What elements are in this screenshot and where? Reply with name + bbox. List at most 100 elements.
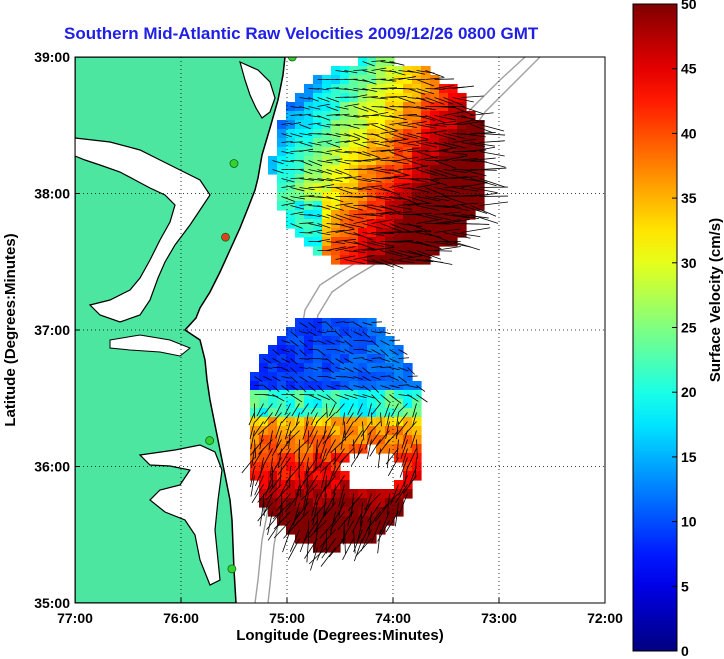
velocity-arrow: [452, 97, 474, 103]
velocity-arrow: [371, 78, 386, 80]
velocity-cell: [349, 507, 359, 517]
velocity-arrow: [274, 403, 282, 417]
velocity-cell: [295, 399, 305, 409]
velocity-arrow: [371, 133, 389, 141]
velocity-cell: [340, 507, 350, 517]
velocity-arrow: [344, 529, 346, 554]
velocity-cell: [331, 435, 341, 445]
velocity-arrow: [387, 457, 399, 477]
velocity-arrow: [380, 511, 390, 534]
velocity-cell: [331, 525, 341, 535]
velocity-arrow: [275, 493, 291, 512]
velocity-arrow: [407, 178, 429, 183]
velocity-arrow: [326, 124, 341, 126]
velocity-arrow: [344, 367, 354, 373]
velocity-arrow: [352, 511, 363, 533]
velocity-cell: [304, 498, 314, 508]
velocity-arrow: [362, 340, 373, 342]
velocity-arrow: [344, 103, 360, 107]
velocity-arrow: [356, 403, 363, 415]
velocity-arrow: [341, 520, 354, 542]
velocity-arrow: [299, 232, 313, 234]
velocity-arrow: [344, 160, 362, 162]
velocity-arrow: [324, 493, 336, 515]
velocity-arrow: [281, 196, 295, 202]
velocity-arrow: [326, 178, 343, 182]
velocity-arrow: [285, 430, 300, 444]
velocity-arrow: [371, 124, 388, 132]
velocity-arrow: [287, 538, 300, 560]
velocity-arrow: [299, 385, 307, 393]
velocity-arrow: [290, 187, 305, 192]
colorbar-tick-label: 25: [681, 320, 697, 336]
velocity-arrow: [313, 511, 327, 533]
velocity-arrow: [452, 214, 480, 220]
velocity-arrow: [273, 511, 291, 530]
velocity-arrow: [299, 358, 310, 360]
velocity-cell: [313, 417, 323, 427]
velocity-arrow: [344, 331, 352, 338]
velocity-arrow: [344, 250, 366, 253]
velocity-arrow: [275, 430, 282, 449]
velocity-arrow: [362, 214, 384, 217]
velocity-arrow: [362, 376, 372, 382]
velocity-cell: [250, 453, 260, 463]
velocity-arrow: [326, 229, 345, 233]
velocity-arrow: [416, 241, 442, 250]
velocity-arrow: [362, 140, 380, 143]
velocity-cell: [376, 426, 386, 436]
velocity-arrow: [315, 484, 327, 506]
velocity-arrow: [257, 502, 273, 522]
velocity-cell: [286, 489, 296, 499]
velocity-cell: [331, 426, 341, 436]
velocity-arrow: [317, 140, 333, 143]
velocity-arrow: [353, 241, 373, 249]
y-tick-label: 35:00: [34, 595, 70, 611]
velocity-cell: [259, 435, 269, 445]
velocity-arrow: [342, 538, 354, 561]
velocity-arrow: [443, 196, 468, 205]
velocity-arrow: [389, 121, 408, 125]
velocity-arrow: [380, 223, 402, 232]
velocity-arrow: [407, 196, 430, 204]
y-tick-label: 36:00: [34, 459, 70, 475]
velocity-arrow: [399, 457, 408, 478]
velocity-arrow: [319, 457, 336, 473]
velocity-arrow: [416, 115, 436, 121]
velocity-arrow: [434, 133, 457, 141]
velocity-arrow: [434, 169, 458, 177]
velocity-cell: [304, 507, 314, 517]
velocity-arrow: [326, 376, 336, 380]
velocity-arrow: [319, 448, 327, 469]
velocity-arrow: [307, 430, 309, 451]
velocity-arrow: [290, 114, 302, 116]
velocity-arrow: [344, 321, 354, 323]
velocity-arrow: [371, 196, 392, 201]
velocity-arrow: [356, 520, 363, 544]
velocity-cell: [367, 534, 377, 544]
velocity-arrow: [304, 538, 318, 559]
velocity-arrow: [362, 367, 371, 375]
velocity-arrow: [281, 185, 296, 188]
velocity-arrow: [407, 121, 427, 125]
velocity-arrow: [317, 160, 333, 164]
velocity-cell: [331, 543, 341, 553]
velocity-arrow: [395, 421, 408, 437]
velocity-arrow: [371, 149, 391, 152]
velocity-arrow: [308, 115, 321, 118]
velocity-arrow: [361, 520, 372, 543]
velocity-arrow: [367, 421, 381, 436]
velocity-arrow: [371, 67, 387, 71]
velocity-arrow: [281, 385, 290, 392]
velocity-arrow: [281, 349, 290, 353]
velocity-arrow: [371, 187, 392, 193]
velocity-cell: [304, 435, 314, 445]
velocity-arrow: [407, 160, 428, 168]
velocity-arrow: [299, 169, 313, 175]
velocity-arrow: [434, 142, 457, 149]
velocity-arrow: [317, 103, 330, 107]
x-tick-label: 75:00: [269, 610, 305, 626]
velocity-cell: [277, 435, 287, 445]
velocity-arrow: [321, 538, 336, 559]
velocity-arrow: [385, 448, 399, 465]
